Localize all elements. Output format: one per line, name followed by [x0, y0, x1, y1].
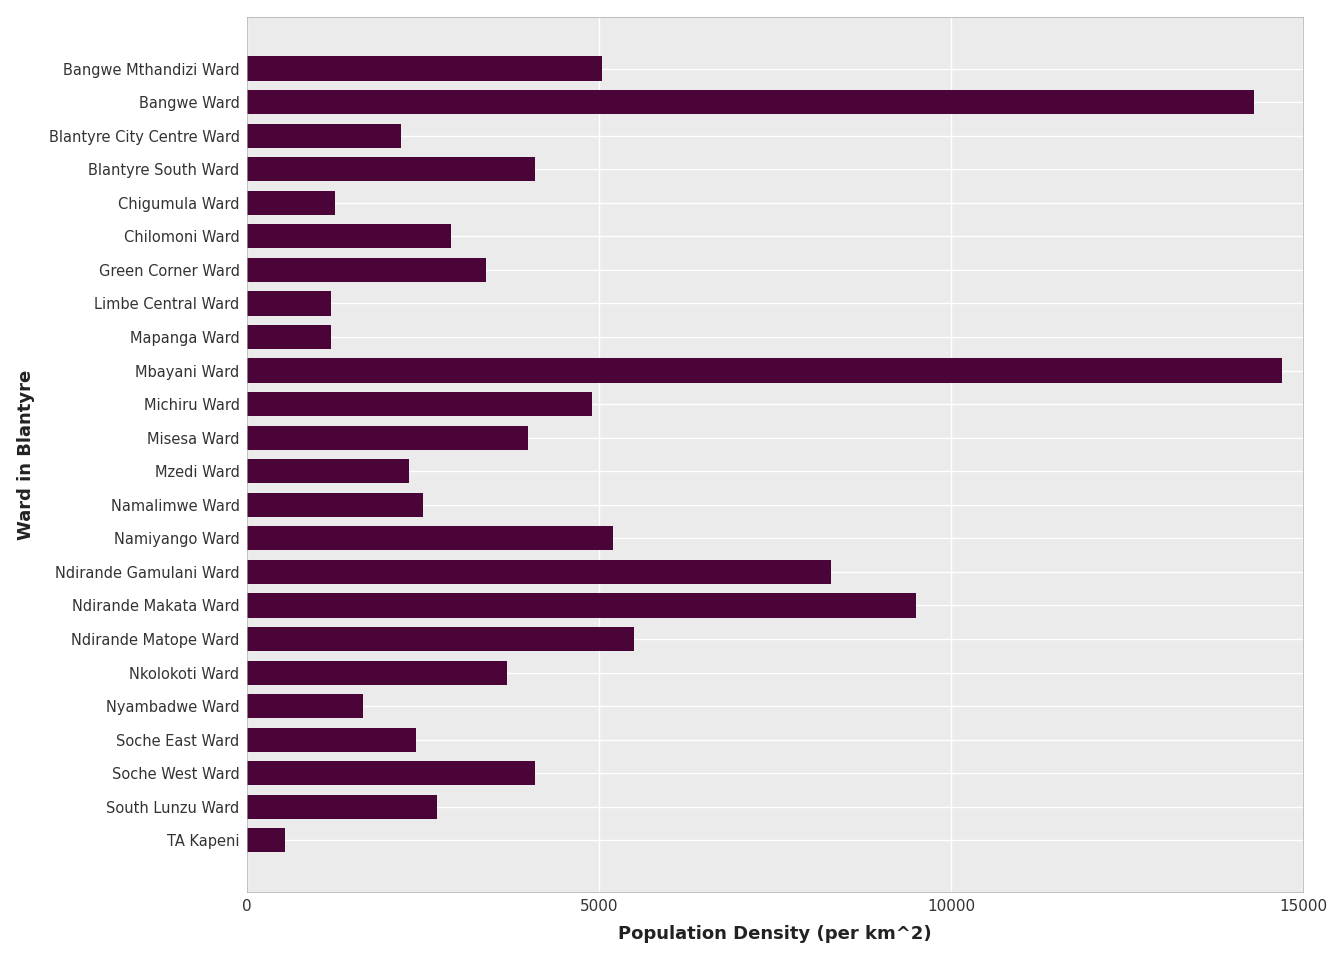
X-axis label: Population Density (per km^2): Population Density (per km^2) [618, 925, 931, 944]
Bar [246, 560, 831, 584]
Bar [246, 157, 535, 181]
Bar [246, 795, 437, 819]
Bar [246, 526, 613, 550]
Bar [246, 124, 402, 148]
Bar [246, 593, 915, 617]
Bar [246, 358, 1282, 383]
Bar [246, 761, 535, 785]
Bar [246, 627, 634, 651]
Bar [246, 828, 285, 852]
Bar [246, 728, 415, 752]
Bar [246, 459, 409, 483]
Bar [246, 425, 528, 450]
Bar [246, 660, 507, 684]
Bar [246, 258, 487, 282]
Bar [246, 191, 335, 215]
Bar [246, 492, 422, 516]
Bar [246, 292, 331, 316]
Bar [246, 57, 602, 81]
Y-axis label: Ward in Blantyre: Ward in Blantyre [16, 370, 35, 540]
Bar [246, 324, 331, 349]
Bar [246, 694, 363, 718]
Bar [246, 90, 1254, 114]
Bar [246, 392, 591, 417]
Bar [246, 225, 450, 249]
